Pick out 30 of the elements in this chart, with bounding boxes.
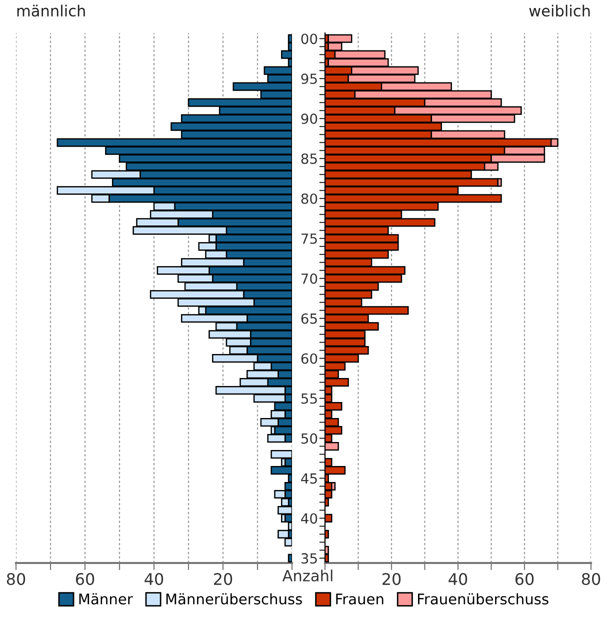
legend-label: Männer xyxy=(79,593,133,605)
x-tick-label: 40 xyxy=(144,573,164,586)
y-tick-label: 40 xyxy=(301,513,318,524)
text: Anzahl xyxy=(282,570,332,582)
y-tick-label: 60 xyxy=(301,353,318,364)
y-tick-label: 75 xyxy=(302,234,317,244)
x-tick-label: 80 xyxy=(582,573,600,586)
x-tick-label: 40 xyxy=(448,573,468,586)
y-tick-label: 35 xyxy=(301,553,317,564)
chart-title: männlich xyxy=(17,4,85,17)
y-tick-label: 00 xyxy=(301,34,318,44)
y-tick-label: 55 xyxy=(301,393,317,404)
y-tick-label: 95 xyxy=(301,74,317,84)
bar xyxy=(288,554,292,563)
x-tick-label: 20 xyxy=(214,573,232,586)
x-tick-label: 80 xyxy=(6,573,26,586)
y-tick-label: 85 xyxy=(301,153,317,164)
legend-label: Frauenüberschuss xyxy=(418,593,548,605)
x-tick-label: 20 xyxy=(382,573,401,586)
y-tick-label: 50 xyxy=(301,433,318,444)
y-tick-label: 65 xyxy=(301,313,317,324)
y-tick-label: 45 xyxy=(301,473,317,484)
legend-label: Männerüberschuss xyxy=(166,593,302,605)
x-tick-label: 60 xyxy=(76,573,94,586)
y-tick-label: 70 xyxy=(302,273,318,284)
chart-title: weiblich xyxy=(529,4,590,17)
y-tick-label: 80 xyxy=(301,193,318,204)
x-tick-label: 60 xyxy=(515,573,534,586)
y-tick-label: 90 xyxy=(301,114,318,124)
legend-label: Frauen xyxy=(336,594,384,605)
